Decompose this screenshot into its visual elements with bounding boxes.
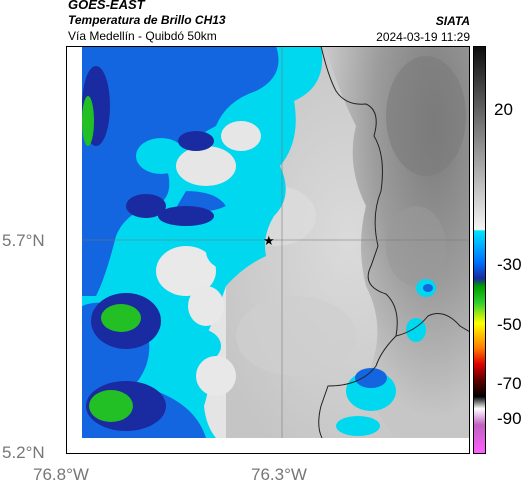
colorbar [473,46,486,454]
timestamp: 2024-03-19 11:29 [376,30,470,44]
lat-tick-label: 5.2°N [2,443,45,462]
lon-tick-label: 76.3°W [251,465,307,484]
route-subtitle: Vía Medellín - Quibdó 50km [68,29,217,43]
map-frame [66,46,470,454]
satellite-map: ★ [66,46,470,454]
lon-tick-label: 76.8°W [33,465,89,484]
satellite-name: GOES-EAST [68,0,145,12]
cloud-field [82,46,436,438]
colorbar-label: -90 [497,409,522,428]
colorbar-label: 20 [494,100,513,119]
location-marker-icon: ★ [263,234,275,249]
colorbar-label: -30 [497,255,522,274]
organization-label: SIATA [435,14,470,28]
colorbar-label: -50 [497,315,522,334]
product-title: Temperatura de Brillo CH13 [68,13,226,27]
boundary-lines [318,46,470,439]
colorbar-label: -70 [497,374,522,393]
lat-tick-label: 5.7°N [2,231,45,250]
